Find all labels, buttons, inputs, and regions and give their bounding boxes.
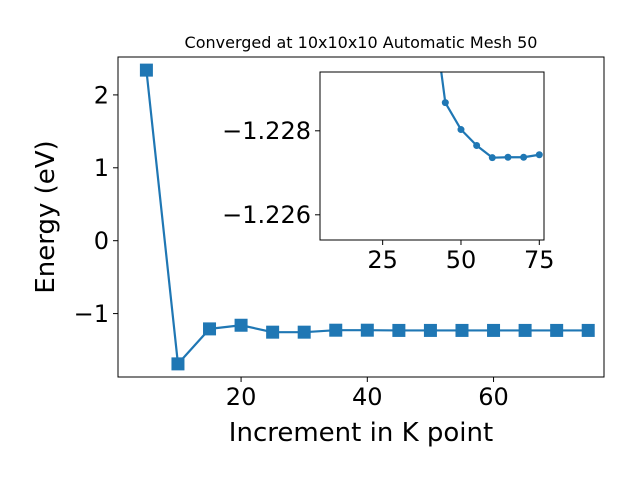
inset-series [440, 72, 543, 162]
chart-title: Converged at 10x10x10 Automatic Mesh 50 [185, 33, 538, 52]
main-data-point [171, 357, 185, 371]
main-y-tick-label: 1 [94, 154, 109, 182]
inset-y-tick-label: −1.228 [222, 117, 311, 145]
inset-data-point [473, 142, 481, 149]
main-x-tick-label: 60 [478, 383, 509, 411]
main-data-point [487, 323, 501, 337]
main-data-point [518, 323, 532, 337]
main-data-point [392, 323, 406, 337]
inset-y-tick-label: −1.226 [222, 201, 311, 229]
inset-data-point [535, 151, 543, 159]
main-y-tick-label: −1 [74, 300, 109, 328]
main-data-point [360, 323, 374, 337]
inset-plot: 25 50 75 −1.228 −1.226 [222, 71, 555, 274]
x-axis-label: Increment in K point [229, 418, 493, 448]
inset-data-point [488, 154, 496, 162]
main-series [139, 63, 595, 371]
inset-x-tick-label: 25 [367, 246, 398, 274]
main-axes-frame [117, 56, 605, 378]
inset-x-tick-label: 75 [524, 246, 555, 274]
main-y-tick-label: 0 [94, 227, 109, 255]
main-data-point [139, 63, 153, 77]
inset-axes-frame [319, 71, 545, 241]
main-data-point [297, 325, 311, 339]
y-axis-label: Energy (eV) [31, 140, 61, 293]
main-data-point [550, 323, 564, 337]
inset-x-tick-label: 50 [446, 246, 477, 274]
main-data-point [455, 323, 469, 337]
main-data-point [234, 318, 248, 332]
main-y-tick-label: 2 [94, 81, 109, 109]
main-data-point [203, 322, 217, 336]
inset-data-point [520, 153, 528, 161]
main-data-point [423, 323, 437, 337]
inset-data-point [457, 126, 465, 134]
main-data-point [266, 325, 280, 339]
inset-data-point [441, 99, 449, 107]
inset-data-point [504, 153, 512, 161]
main-data-point [581, 323, 595, 337]
main-data-point [329, 323, 343, 337]
main-x-tick-label: 20 [226, 383, 257, 411]
main-x-tick-label: 40 [352, 383, 383, 411]
